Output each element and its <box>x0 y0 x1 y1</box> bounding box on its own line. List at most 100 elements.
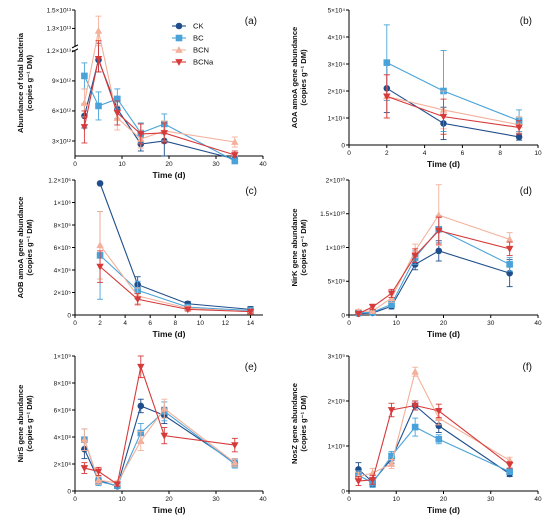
y-tick-label: 1.5×10¹⁰ <box>320 210 345 218</box>
series-line <box>83 56 235 156</box>
data-point <box>383 93 391 101</box>
series-line <box>83 407 236 484</box>
x-tick-label: 10 <box>393 320 401 327</box>
series-line <box>358 404 510 482</box>
y-tick-label: 3×10⁴ <box>328 61 346 68</box>
legend-marker <box>175 34 183 42</box>
x-tick-label: 0 <box>347 150 351 157</box>
data-point <box>81 72 88 80</box>
legend-label: BCNa <box>193 58 214 67</box>
data-point <box>137 363 145 371</box>
x-tick-label: 40 <box>534 496 542 503</box>
y-tick-label: 0 <box>67 488 71 495</box>
data-point <box>137 437 145 444</box>
series-line <box>386 95 520 126</box>
x-tick-label: 30 <box>212 496 220 503</box>
data-point <box>411 423 419 431</box>
series-BCNa <box>354 216 514 318</box>
y-axis-label: NirS gene abundance <box>16 385 25 463</box>
x-tick-label: 8 <box>173 320 177 327</box>
x-tick-label: 6 <box>461 150 465 157</box>
data-point <box>388 452 395 460</box>
data-point <box>411 252 419 260</box>
data-point <box>387 460 396 467</box>
y-tick-label: 1×10⁴ <box>328 115 346 122</box>
legend-marker <box>175 22 183 30</box>
y-axis-label: AOB amoA gene abundance <box>16 197 25 299</box>
panel-d: 0 10 20 30 40 0 5×10⁹ 1×10¹⁰ 1.5×10¹⁰ 2×10¹⁰ Time … <box>290 176 542 339</box>
x-tick-label: 40 <box>259 496 267 503</box>
series-BCN <box>354 184 514 315</box>
x-tick-label: 30 <box>487 496 495 503</box>
x-tick-label: 2 <box>385 150 389 157</box>
series-BCNa <box>80 40 239 159</box>
x-tick-label: 20 <box>165 496 173 503</box>
x-tick-label: 20 <box>440 320 448 327</box>
data-point <box>383 59 391 66</box>
series-BCN <box>354 366 514 482</box>
y-tick-label: 5×10⁴ <box>328 7 346 14</box>
y-tick-label: 4×10⁴ <box>328 34 346 41</box>
data-point <box>80 435 89 443</box>
y-tick-label: 2×10⁸ <box>54 461 72 468</box>
data-point <box>114 95 121 103</box>
panel-label: (f) <box>523 362 532 373</box>
data-point <box>411 367 419 375</box>
y-tick-label: 8×10⁸ <box>54 380 72 387</box>
legend-label: BCN <box>193 46 209 55</box>
series-line <box>99 183 251 310</box>
data-point <box>354 310 363 318</box>
data-point <box>184 306 192 314</box>
y-tick-label: 2×10¹⁰ <box>326 176 346 184</box>
x-tick-label: 10 <box>393 496 401 503</box>
data-point <box>354 472 363 480</box>
data-point <box>160 432 168 440</box>
panel-label: (e) <box>245 362 257 373</box>
y-tick-label: 1.2×10⁶ <box>48 177 71 184</box>
y-axis-label-units: (copies g⁻¹ DM) <box>25 54 34 111</box>
data-point <box>113 481 121 489</box>
data-point <box>435 435 443 443</box>
x-axis-label: Time (d) <box>427 505 460 515</box>
series-line <box>358 214 510 313</box>
legend-label: BC <box>193 34 204 43</box>
y-tick-label: 6×10⁵ <box>54 245 72 252</box>
y-tick-label: 1.5×10¹³ <box>47 7 72 14</box>
y-tick-label: 3×10⁹ <box>328 353 346 360</box>
y-axis-label-units: (copies g⁻¹ DM) <box>299 49 308 106</box>
x-tick-label: 0 <box>73 496 77 503</box>
series-BCNa <box>354 400 514 487</box>
data-point <box>94 476 103 484</box>
x-tick-label: 0 <box>73 161 77 168</box>
x-tick-label: 30 <box>212 161 220 168</box>
x-tick-label: 6 <box>148 320 152 327</box>
data-point <box>231 157 239 165</box>
data-point <box>94 468 103 476</box>
series-BCNa <box>80 355 239 489</box>
series-BC <box>355 417 513 488</box>
panel-a: 0 10 20 30 40 3×10¹² 6×10¹² 9×10¹² 1.2×10¹³ 1.3×1… <box>16 7 267 180</box>
data-point <box>505 462 514 469</box>
y-tick-label: 4×10⁸ <box>54 434 72 441</box>
x-tick-label: 0 <box>347 496 351 503</box>
legend: CK BC BCN BCNa <box>172 22 214 67</box>
data-point <box>411 402 419 410</box>
y-tick-label: 2×10⁴ <box>328 88 346 95</box>
data-point <box>435 408 443 415</box>
y-tick-label: 1.3×10¹³ <box>47 26 72 33</box>
x-axis-label: Time (d) <box>153 505 186 515</box>
y-axis-label-units: (copies g⁻¹ DM) <box>299 395 308 452</box>
data-point <box>137 131 145 138</box>
panel-label: (b) <box>520 16 532 27</box>
legend-marker <box>175 46 183 53</box>
data-point <box>80 99 89 106</box>
data-point <box>368 304 377 311</box>
series-line <box>358 250 510 315</box>
x-tick-label: 40 <box>259 161 267 168</box>
data-point <box>96 180 104 187</box>
axis-break-mark <box>71 44 79 49</box>
y-tick-label: 8×10⁵ <box>54 222 72 229</box>
data-point <box>368 476 377 484</box>
series-line <box>99 266 251 313</box>
series-CK <box>355 240 513 317</box>
